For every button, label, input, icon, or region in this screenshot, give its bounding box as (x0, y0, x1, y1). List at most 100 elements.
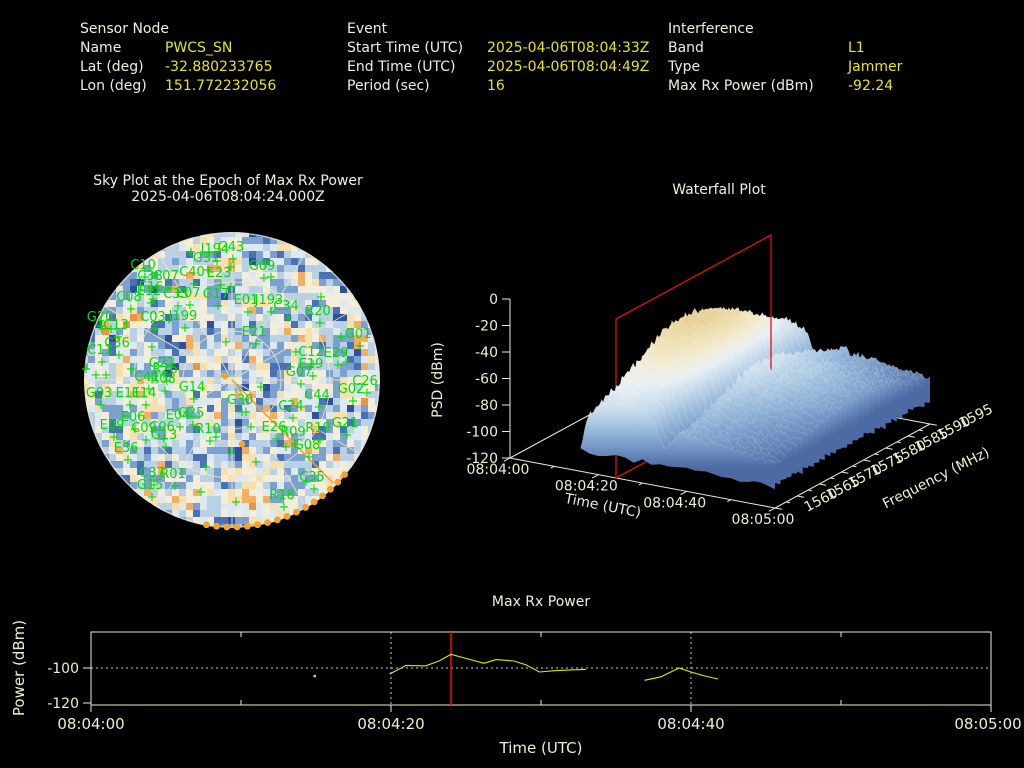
mosaic-cell (326, 412, 333, 419)
mosaic-cell (95, 426, 102, 433)
mosaic-cell (249, 419, 256, 426)
mosaic-cell (88, 335, 95, 342)
mosaic-cell (277, 363, 284, 370)
mosaic-cell (200, 251, 207, 258)
mosaic-cell (284, 307, 291, 314)
mosaic-cell (172, 328, 179, 335)
mosaic-cell (179, 426, 186, 433)
mosaic-cell (277, 433, 284, 440)
mosaic-cell (284, 363, 291, 370)
satellite-marker: + (170, 479, 181, 494)
satellite-marker: + (237, 405, 248, 420)
mosaic-cell (165, 496, 172, 503)
satellite-label: E12 (137, 284, 162, 299)
mosaic-cell (347, 363, 354, 370)
mosaic-cell (340, 321, 347, 328)
mosaic-cell (84, 398, 88, 405)
mosaic-cell (270, 272, 277, 279)
interference-track-dot (293, 508, 300, 516)
mosaic-cell (165, 419, 172, 426)
mosaic-cell (249, 356, 256, 363)
mosaic-cell (242, 349, 249, 356)
sky-grid-spoke (104, 306, 233, 381)
mosaic-cell (270, 314, 277, 321)
mosaic-cell (361, 398, 368, 405)
mosaic-cell (200, 440, 207, 447)
surface-ridge-highlight (624, 347, 820, 429)
mosaic-cell (158, 496, 165, 503)
mosaic-cell (172, 482, 179, 489)
mosaic-cell (151, 300, 158, 307)
mosaic-cell (179, 384, 186, 391)
mosaic-cell (158, 349, 165, 356)
mosaic-cell (193, 475, 200, 482)
freq-tick (907, 435, 915, 438)
time-tick (638, 482, 643, 486)
interference-track-dot (254, 521, 261, 529)
mosaic-cell (186, 328, 193, 335)
mosaic-cell (242, 426, 249, 433)
mosaic-cell (319, 307, 326, 314)
mosaic-cell (151, 447, 158, 454)
mosaic-cell (361, 349, 368, 356)
mosaic-cell (186, 272, 193, 279)
mosaic-cell (186, 433, 193, 440)
mosaic-cell (249, 440, 256, 447)
mosaic-cell (354, 405, 361, 412)
mosaic-cell (151, 328, 158, 335)
mosaic-cell (109, 405, 116, 412)
sensor-lat-value: -32.880233765 (165, 59, 273, 75)
mosaic-cell (200, 503, 207, 510)
mosaic-cell (116, 300, 123, 307)
mosaic-cell (172, 307, 179, 314)
mosaic-cell (130, 412, 137, 419)
mosaic-cell (102, 314, 109, 321)
mosaic-cell (130, 335, 137, 342)
satellite-label: C12 (298, 345, 324, 360)
mosaic-cell (305, 412, 312, 419)
mosaic-cell (319, 370, 326, 377)
waterfall-xlabel: Time (UTC) (562, 491, 642, 522)
mosaic-cell (214, 454, 221, 461)
mosaic-cell (263, 307, 270, 314)
mosaic-cell (319, 391, 326, 398)
mosaic-cell (193, 265, 200, 272)
psd-tick-label: 0 (489, 292, 498, 308)
satellite-marker: + (251, 455, 262, 470)
mosaic-cell (235, 349, 242, 356)
mosaic-cell (186, 237, 193, 244)
mosaic-cell (102, 356, 109, 363)
mosaic-cell (214, 447, 221, 454)
mosaic-cell (340, 349, 347, 356)
mosaic-cell (284, 251, 291, 258)
mosaic-cell (214, 342, 221, 349)
mosaic-cell (347, 335, 354, 342)
mosaic-cell (291, 461, 298, 468)
satellite-label: R08 (150, 372, 176, 387)
interference-power-label: Max Rx Power (dBm) (668, 78, 814, 94)
mosaic-cell (102, 398, 109, 405)
mosaic-cell (158, 342, 165, 349)
mosaic-cell (347, 426, 354, 433)
freq-tick (785, 501, 791, 504)
mosaic-cell (172, 335, 179, 342)
mosaic-cell (109, 349, 116, 356)
mosaic-cell (319, 419, 326, 426)
mosaic-cell (186, 244, 193, 251)
mosaic-cell (207, 489, 214, 496)
mosaic-cell (165, 440, 172, 447)
satellite-marker: + (342, 428, 353, 443)
mosaic-cell (347, 405, 354, 412)
mosaic-cell (361, 335, 368, 342)
mosaic-cell (193, 510, 200, 517)
satellite-marker: + (161, 440, 172, 455)
mosaic-cell (95, 412, 102, 419)
surface-ridge-highlight (580, 400, 776, 464)
mosaic-cell (333, 363, 340, 370)
mosaic-cell (137, 314, 144, 321)
mosaic-cell (312, 398, 319, 405)
mosaic-cell (186, 251, 193, 258)
mosaic-cell (116, 391, 123, 398)
mosaic-cell (298, 314, 305, 321)
mosaic-cell (193, 496, 200, 503)
